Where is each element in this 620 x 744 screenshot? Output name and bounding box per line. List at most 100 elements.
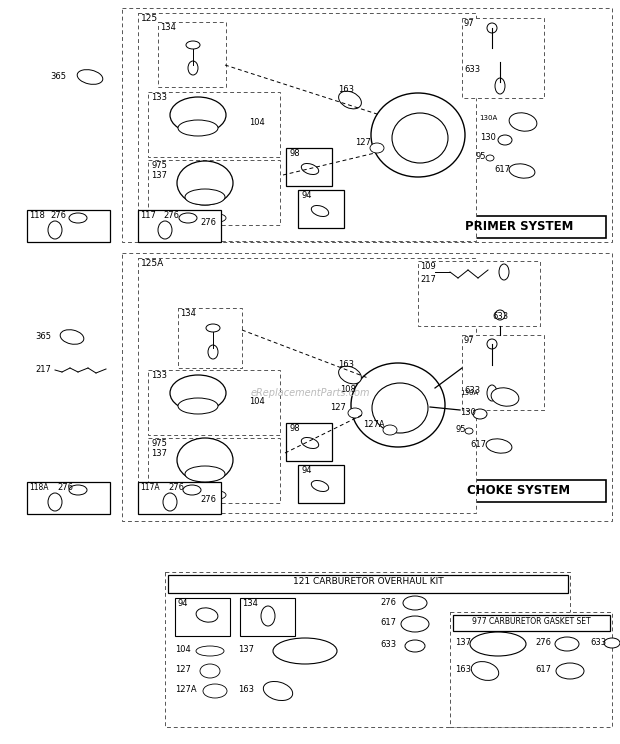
- Bar: [138, 13, 476, 241]
- Text: 130: 130: [460, 408, 476, 417]
- Text: 617: 617: [380, 618, 396, 627]
- Text: 276: 276: [57, 483, 73, 492]
- Ellipse shape: [392, 113, 448, 163]
- Text: 163: 163: [455, 665, 471, 674]
- Text: 104: 104: [249, 397, 265, 406]
- Ellipse shape: [604, 638, 620, 648]
- Text: 163: 163: [338, 85, 354, 94]
- Ellipse shape: [487, 23, 497, 33]
- Bar: [122, 8, 612, 242]
- Ellipse shape: [163, 493, 177, 511]
- Text: 118A: 118A: [29, 483, 48, 492]
- Ellipse shape: [499, 264, 509, 280]
- Text: 276: 276: [200, 218, 216, 227]
- Bar: [148, 92, 280, 157]
- Text: 977 CARBURETOR GASKET SET: 977 CARBURETOR GASKET SET: [472, 617, 590, 626]
- Ellipse shape: [383, 425, 397, 435]
- Ellipse shape: [370, 143, 384, 153]
- Text: 217: 217: [420, 275, 436, 284]
- Text: 633: 633: [590, 638, 606, 647]
- Text: 134: 134: [160, 23, 176, 32]
- Text: 127: 127: [355, 138, 371, 147]
- Ellipse shape: [487, 385, 497, 401]
- Ellipse shape: [405, 640, 425, 652]
- Bar: [462, 18, 544, 98]
- Ellipse shape: [170, 375, 226, 411]
- Text: 975: 975: [151, 439, 167, 448]
- Ellipse shape: [311, 481, 329, 492]
- Bar: [27, 210, 110, 242]
- Text: 117: 117: [140, 211, 156, 220]
- Ellipse shape: [196, 646, 224, 656]
- Ellipse shape: [509, 164, 535, 178]
- Text: 118: 118: [29, 211, 45, 220]
- Ellipse shape: [556, 663, 584, 679]
- Ellipse shape: [401, 616, 429, 632]
- Ellipse shape: [555, 637, 579, 651]
- Bar: [138, 482, 221, 514]
- Ellipse shape: [69, 485, 87, 495]
- Ellipse shape: [273, 638, 337, 664]
- Bar: [450, 612, 612, 727]
- Ellipse shape: [339, 366, 361, 384]
- Text: 94: 94: [177, 599, 187, 608]
- Text: 109: 109: [420, 262, 436, 271]
- Text: 97: 97: [464, 336, 475, 345]
- Text: 163: 163: [238, 685, 254, 694]
- Ellipse shape: [210, 491, 226, 499]
- Text: 633: 633: [380, 640, 396, 649]
- Text: 617: 617: [535, 665, 551, 674]
- Text: 98: 98: [289, 424, 299, 433]
- Text: 127: 127: [175, 665, 191, 674]
- Ellipse shape: [491, 388, 519, 406]
- Bar: [138, 258, 476, 513]
- Text: 127A: 127A: [175, 685, 197, 694]
- Bar: [122, 253, 612, 521]
- Text: 127A: 127A: [363, 420, 384, 429]
- Bar: [286, 423, 332, 461]
- Bar: [138, 210, 221, 242]
- Text: 217: 217: [35, 365, 51, 374]
- Text: 130: 130: [480, 133, 496, 142]
- Text: 94: 94: [301, 466, 311, 475]
- Ellipse shape: [208, 345, 218, 359]
- Text: 617: 617: [470, 440, 486, 449]
- Ellipse shape: [48, 493, 62, 511]
- Text: 137: 137: [238, 645, 254, 654]
- Text: 633: 633: [464, 65, 480, 74]
- Ellipse shape: [486, 439, 512, 453]
- Text: 975: 975: [151, 161, 167, 170]
- Text: 95: 95: [456, 425, 466, 434]
- Ellipse shape: [183, 485, 201, 495]
- Ellipse shape: [339, 92, 361, 109]
- Text: 97: 97: [464, 19, 475, 28]
- Ellipse shape: [301, 164, 319, 175]
- Ellipse shape: [210, 214, 226, 222]
- Ellipse shape: [188, 61, 198, 75]
- Bar: [27, 482, 110, 514]
- Ellipse shape: [179, 213, 197, 223]
- Ellipse shape: [78, 70, 103, 84]
- Text: 137: 137: [151, 449, 167, 458]
- Ellipse shape: [158, 221, 172, 239]
- Text: 95: 95: [476, 152, 487, 161]
- Bar: [462, 335, 544, 410]
- Text: 108: 108: [340, 385, 356, 394]
- Bar: [432, 480, 606, 502]
- Bar: [148, 370, 280, 435]
- Ellipse shape: [200, 664, 220, 678]
- Text: 130A: 130A: [479, 115, 497, 121]
- Text: 163: 163: [338, 360, 354, 369]
- Ellipse shape: [486, 155, 494, 161]
- Text: 276: 276: [535, 638, 551, 647]
- Ellipse shape: [348, 408, 362, 418]
- Text: PRIMER SYSTEM: PRIMER SYSTEM: [465, 220, 573, 233]
- Text: 365: 365: [50, 72, 66, 81]
- Bar: [298, 190, 344, 228]
- Text: 104: 104: [175, 645, 191, 654]
- Text: 134: 134: [242, 599, 258, 608]
- Bar: [148, 160, 280, 225]
- Ellipse shape: [470, 632, 526, 656]
- Ellipse shape: [495, 310, 505, 320]
- Ellipse shape: [465, 428, 473, 434]
